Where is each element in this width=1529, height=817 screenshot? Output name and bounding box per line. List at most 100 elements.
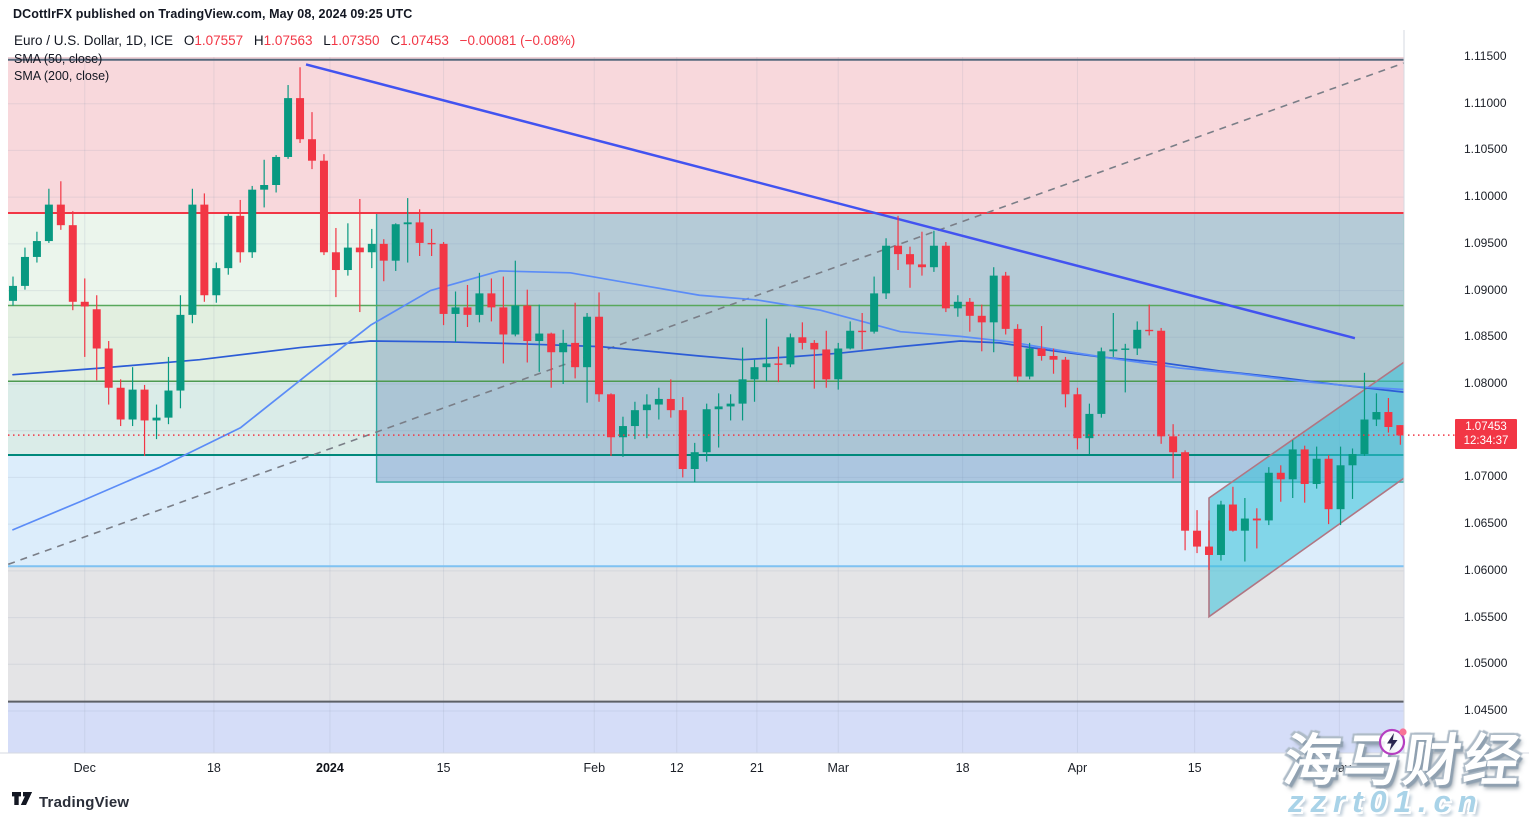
candle-body (989, 275, 998, 323)
light-blue-zone (8, 455, 1404, 567)
candle-body (1276, 472, 1285, 480)
candle-body (882, 245, 891, 294)
candle-body (523, 305, 532, 342)
price-tick-label: 1.09500 (1464, 235, 1508, 250)
bar-countdown: 12:34:37 (1463, 435, 1509, 448)
candle-body (1288, 449, 1297, 480)
candle-body (1228, 504, 1237, 531)
candle-body (140, 389, 149, 421)
chart-legend: Euro / U.S. Dollar, 1D, ICE O1.07557 H1.… (14, 33, 575, 86)
candle-body (870, 293, 879, 332)
symbol-row[interactable]: Euro / U.S. Dollar, 1D, ICE O1.07557 H1.… (14, 33, 575, 52)
ohlc-low-value: 1.07350 (330, 33, 380, 48)
lavender-zone (8, 701, 1404, 753)
candle-body (762, 363, 771, 368)
candle-body (953, 301, 962, 309)
price-tick-label: 1.05500 (1464, 609, 1508, 624)
price-tick-label: 1.11500 (1464, 49, 1507, 63)
candle-body (1121, 348, 1130, 350)
candle-body (774, 363, 783, 365)
indicator-sma50-label[interactable]: SMA (50, close) (14, 52, 103, 66)
resistance-zone (8, 57, 1404, 214)
price-tick-label: 1.08500 (1464, 329, 1508, 344)
candle-body (1049, 355, 1058, 360)
candle-body (1109, 349, 1118, 352)
time-tick-label: 18 (206, 761, 221, 775)
price-tick-label: 1.08000 (1464, 376, 1508, 390)
candle-body (1348, 454, 1357, 466)
candle-body (666, 398, 675, 411)
price-tick-label: 1.10000 (1464, 189, 1508, 204)
time-tick-label: May (1327, 761, 1352, 775)
time-tick-label: 21 (749, 761, 764, 775)
candle-body (798, 337, 807, 343)
candle-body (224, 215, 233, 269)
candle-body (702, 409, 711, 453)
tradingview-footer[interactable]: TradingView (12, 790, 129, 814)
price-tick-label: 1.07000 (1464, 469, 1508, 484)
candle-body (726, 403, 735, 407)
candle-body (535, 333, 544, 342)
candle-body (1157, 330, 1166, 437)
tradingview-brand-text[interactable]: TradingView (39, 793, 130, 811)
candle-body (1264, 472, 1273, 521)
candle-body (499, 307, 508, 335)
candle-body (1169, 436, 1178, 453)
candle-body (20, 256, 29, 286)
time-tick-label: 12 (669, 761, 684, 775)
candle-body (810, 342, 819, 350)
candle-body (630, 410, 639, 427)
candle-body (260, 184, 269, 190)
candle-body (284, 98, 293, 157)
candle-body (1097, 351, 1106, 414)
candle-body (1085, 413, 1094, 439)
candle-body (1312, 458, 1321, 484)
candle-body (152, 417, 161, 421)
candle-body (1133, 329, 1142, 349)
change-value: −0.00081 (−0.08%) (459, 33, 576, 48)
ohlc-low-label: L (323, 33, 331, 48)
price-tick-label: 1.04500 (1464, 703, 1508, 717)
mid-green-zone (8, 305, 1404, 382)
candle-body (1384, 412, 1393, 427)
candle-body (427, 242, 436, 245)
candle-body (571, 342, 580, 368)
candle-body (750, 367, 759, 380)
candle-body (176, 314, 185, 391)
candle-body (1372, 412, 1381, 420)
candle-body (941, 245, 950, 309)
candle-body (355, 247, 364, 253)
ohlc-open-label: O (183, 33, 195, 48)
candle-body (296, 98, 305, 140)
candle-body (44, 204, 53, 242)
ohlc-close-label: C (390, 33, 401, 48)
indicator-sma200-label[interactable]: SMA (200, close) (14, 69, 110, 83)
candle-body (475, 293, 484, 315)
candle-body (415, 222, 424, 243)
candle-body (164, 390, 173, 418)
candle-body (367, 243, 376, 253)
candle-body (451, 307, 460, 314)
candle-body (1181, 452, 1190, 531)
price-tick-label: 1.11000 (1464, 95, 1507, 110)
descending-trendline (305, 63, 1356, 340)
candle-body (834, 348, 843, 380)
candle-body (9, 285, 17, 301)
candle-body (547, 333, 556, 353)
candle-body (403, 222, 412, 225)
candle-body (1073, 394, 1082, 439)
price-tick-label: 1.05000 (1464, 656, 1508, 671)
candle-body (463, 307, 472, 315)
candle-body (1193, 530, 1202, 547)
candle-body (1252, 518, 1261, 521)
candle-body (92, 309, 101, 349)
candle-body (487, 293, 496, 308)
candle-body (559, 342, 568, 353)
candle-body (308, 139, 316, 161)
candle-body (846, 330, 855, 349)
symbol-title[interactable]: Euro / U.S. Dollar, 1D, ICE (14, 33, 174, 48)
ohlc-high-value: 1.07563 (263, 33, 313, 48)
candle-body (714, 406, 723, 410)
